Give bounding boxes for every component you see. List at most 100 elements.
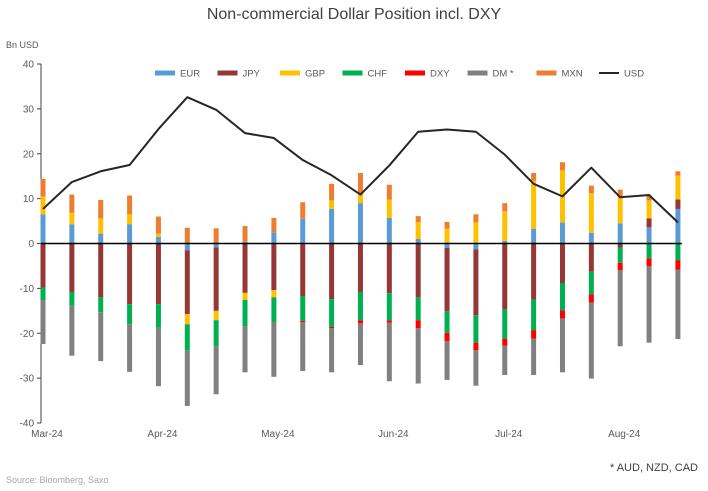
y-tick-label: -30 bbox=[20, 374, 35, 385]
bar-eur bbox=[127, 224, 133, 244]
bar-chf bbox=[40, 287, 46, 301]
bar-dxy bbox=[617, 262, 623, 270]
bar-gbp bbox=[329, 200, 335, 209]
bar-eur bbox=[213, 243, 219, 248]
bar-chf bbox=[559, 282, 565, 311]
bar-dm bbox=[646, 266, 652, 343]
y-tick-label: 20 bbox=[23, 149, 35, 160]
bar-gbp bbox=[386, 199, 392, 218]
y-tick-label: -10 bbox=[20, 284, 35, 295]
bar-eur bbox=[155, 236, 161, 244]
legend-label: EUR bbox=[180, 69, 200, 80]
bar-jpy bbox=[213, 247, 219, 311]
bar-eur bbox=[98, 233, 104, 244]
legend-label: USD bbox=[624, 69, 644, 80]
bar-mxn bbox=[531, 173, 537, 181]
bar-jpy bbox=[329, 243, 335, 300]
bar-chf bbox=[415, 297, 421, 321]
bar-dm bbox=[184, 350, 190, 406]
bar-jpy bbox=[184, 250, 190, 314]
bar-dm bbox=[502, 345, 508, 375]
bar-dxy bbox=[357, 320, 363, 324]
bar-jpy bbox=[531, 243, 537, 300]
bar-mxn bbox=[184, 227, 190, 244]
bar-jpy bbox=[271, 243, 277, 291]
bar-chf bbox=[617, 247, 623, 263]
bar-dm bbox=[300, 322, 306, 371]
bar-dm bbox=[357, 323, 363, 366]
bar-gbp bbox=[531, 180, 537, 229]
bar-chf bbox=[300, 296, 306, 321]
bar-eur bbox=[184, 243, 190, 251]
bar-mxn bbox=[127, 195, 133, 215]
bar-eur bbox=[415, 239, 421, 244]
bar-chf bbox=[588, 271, 594, 295]
bar-mxn bbox=[40, 178, 46, 197]
bar-jpy bbox=[646, 218, 652, 228]
x-tick-label: Aug-24 bbox=[608, 429, 641, 440]
bar-dxy bbox=[502, 338, 508, 346]
y-axis-label: Bn USD bbox=[6, 40, 39, 50]
bar-gbp bbox=[617, 196, 623, 224]
bar-dm bbox=[69, 305, 75, 356]
bar-dm bbox=[271, 322, 277, 377]
bar-dm bbox=[242, 326, 248, 373]
bar-mxn bbox=[98, 199, 104, 219]
bar-dxy bbox=[531, 330, 537, 339]
bar-jpy bbox=[155, 243, 161, 305]
bar-eur bbox=[357, 203, 363, 244]
bar-jpy bbox=[502, 243, 508, 310]
bar-mxn bbox=[357, 173, 363, 194]
bar-eur bbox=[559, 222, 565, 244]
bar-eur bbox=[271, 232, 277, 244]
legend-label: CHF bbox=[368, 69, 388, 80]
bar-dxy bbox=[444, 332, 450, 342]
bar-gbp bbox=[646, 200, 652, 219]
bar-mxn bbox=[444, 221, 450, 229]
bar-jpy bbox=[617, 243, 623, 248]
bar-dxy bbox=[415, 320, 421, 329]
bar-gbp bbox=[415, 221, 421, 240]
bar-chf bbox=[242, 300, 248, 327]
bar-dxy bbox=[559, 310, 565, 319]
bar-mxn bbox=[242, 225, 248, 242]
y-tick-label: -20 bbox=[20, 329, 35, 340]
bar-chf bbox=[213, 320, 219, 347]
bar-chf bbox=[329, 299, 335, 327]
bar-jpy bbox=[444, 247, 450, 312]
bar-mxn bbox=[213, 228, 219, 244]
bar-dxy bbox=[588, 294, 594, 303]
bar-gbp bbox=[155, 233, 161, 237]
bar-dm bbox=[155, 327, 161, 387]
bar-mxn bbox=[646, 195, 652, 201]
legend-swatch bbox=[280, 70, 300, 76]
bar-dm bbox=[675, 269, 681, 340]
bar-eur bbox=[300, 218, 306, 244]
bar-chf bbox=[502, 309, 508, 339]
bar-chf bbox=[646, 243, 652, 259]
y-tick-label: 30 bbox=[23, 104, 35, 115]
bar-gbp bbox=[184, 313, 190, 325]
bar-mxn bbox=[300, 202, 306, 219]
x-tick-label: Jun-24 bbox=[378, 429, 409, 440]
bar-mxn bbox=[155, 216, 161, 234]
bar-chf bbox=[444, 311, 450, 333]
legend-label: GBP bbox=[305, 69, 325, 80]
bar-chf bbox=[127, 304, 133, 325]
bar-eur bbox=[444, 243, 450, 248]
footnote: * AUD, NZD, CAD bbox=[609, 462, 698, 474]
bar-jpy bbox=[357, 243, 363, 292]
legend-swatch bbox=[467, 70, 488, 76]
bar-jpy bbox=[386, 243, 392, 294]
bar-dm bbox=[98, 312, 104, 362]
legend-swatch bbox=[342, 70, 363, 76]
bar-jpy bbox=[473, 249, 479, 316]
bar-eur bbox=[502, 240, 508, 244]
bar-eur bbox=[40, 214, 46, 244]
bar-gbp bbox=[98, 218, 104, 234]
bar-dm bbox=[588, 302, 594, 379]
bar-gbp bbox=[444, 228, 450, 244]
bar-gbp bbox=[213, 310, 219, 321]
bar-gbp bbox=[127, 214, 133, 225]
